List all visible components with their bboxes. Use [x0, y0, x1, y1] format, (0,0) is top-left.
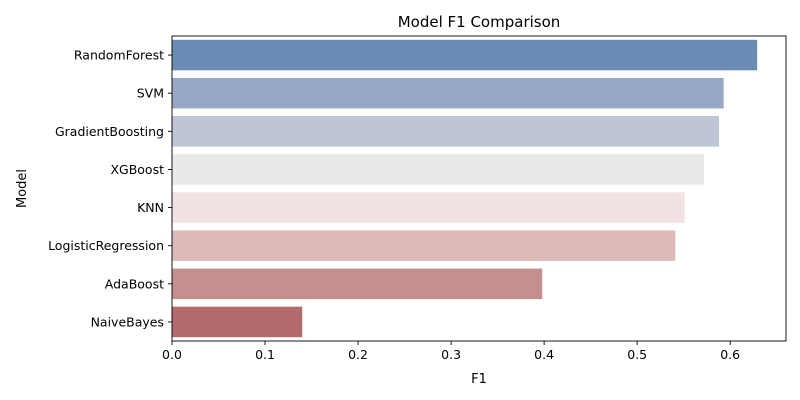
x-tick-label: 0.3 — [441, 347, 461, 362]
bar-logisticregression — [172, 230, 676, 261]
y-tick-label: GradientBoosting — [55, 124, 164, 139]
bar-xgboost — [172, 154, 705, 185]
y-tick-label: SVM — [137, 86, 164, 101]
x-tick-label: 0.4 — [534, 347, 554, 362]
y-tick-label: KNN — [137, 200, 164, 215]
x-axis-label: F1 — [471, 372, 487, 387]
y-tick-label: LogisticRegression — [48, 238, 164, 253]
x-tick-label: 0.1 — [255, 347, 275, 362]
y-tick-label: AdaBoost — [105, 276, 164, 291]
y-tick-label: XGBoost — [110, 162, 164, 177]
y-tick-label: NaiveBayes — [91, 314, 164, 329]
x-tick-label: 0.6 — [720, 347, 740, 362]
bar-knn — [172, 192, 685, 223]
bar-randomforest — [172, 39, 758, 71]
x-axis-ticks: 0.0 0.1 0.2 0.3 0.4 0.5 0.6 — [162, 341, 740, 362]
x-tick-label: 0.5 — [627, 347, 647, 362]
y-axis-label: Model — [15, 169, 30, 208]
x-tick-label: 0.0 — [162, 347, 182, 362]
chart-title: Model F1 Comparison — [398, 13, 561, 31]
bar-svm — [172, 77, 724, 109]
bar-adaboost — [172, 268, 543, 300]
bar-naivebayes — [172, 306, 303, 338]
y-axis-ticks: RandomForest SVM GradientBoosting XGBoost KN… — [48, 48, 172, 329]
x-tick-label: 0.2 — [348, 347, 368, 362]
plot-frame — [171, 35, 787, 342]
y-tick-label: RandomForest — [74, 48, 164, 63]
bar-gradientboosting — [172, 116, 720, 147]
bars-layer — [172, 39, 758, 338]
